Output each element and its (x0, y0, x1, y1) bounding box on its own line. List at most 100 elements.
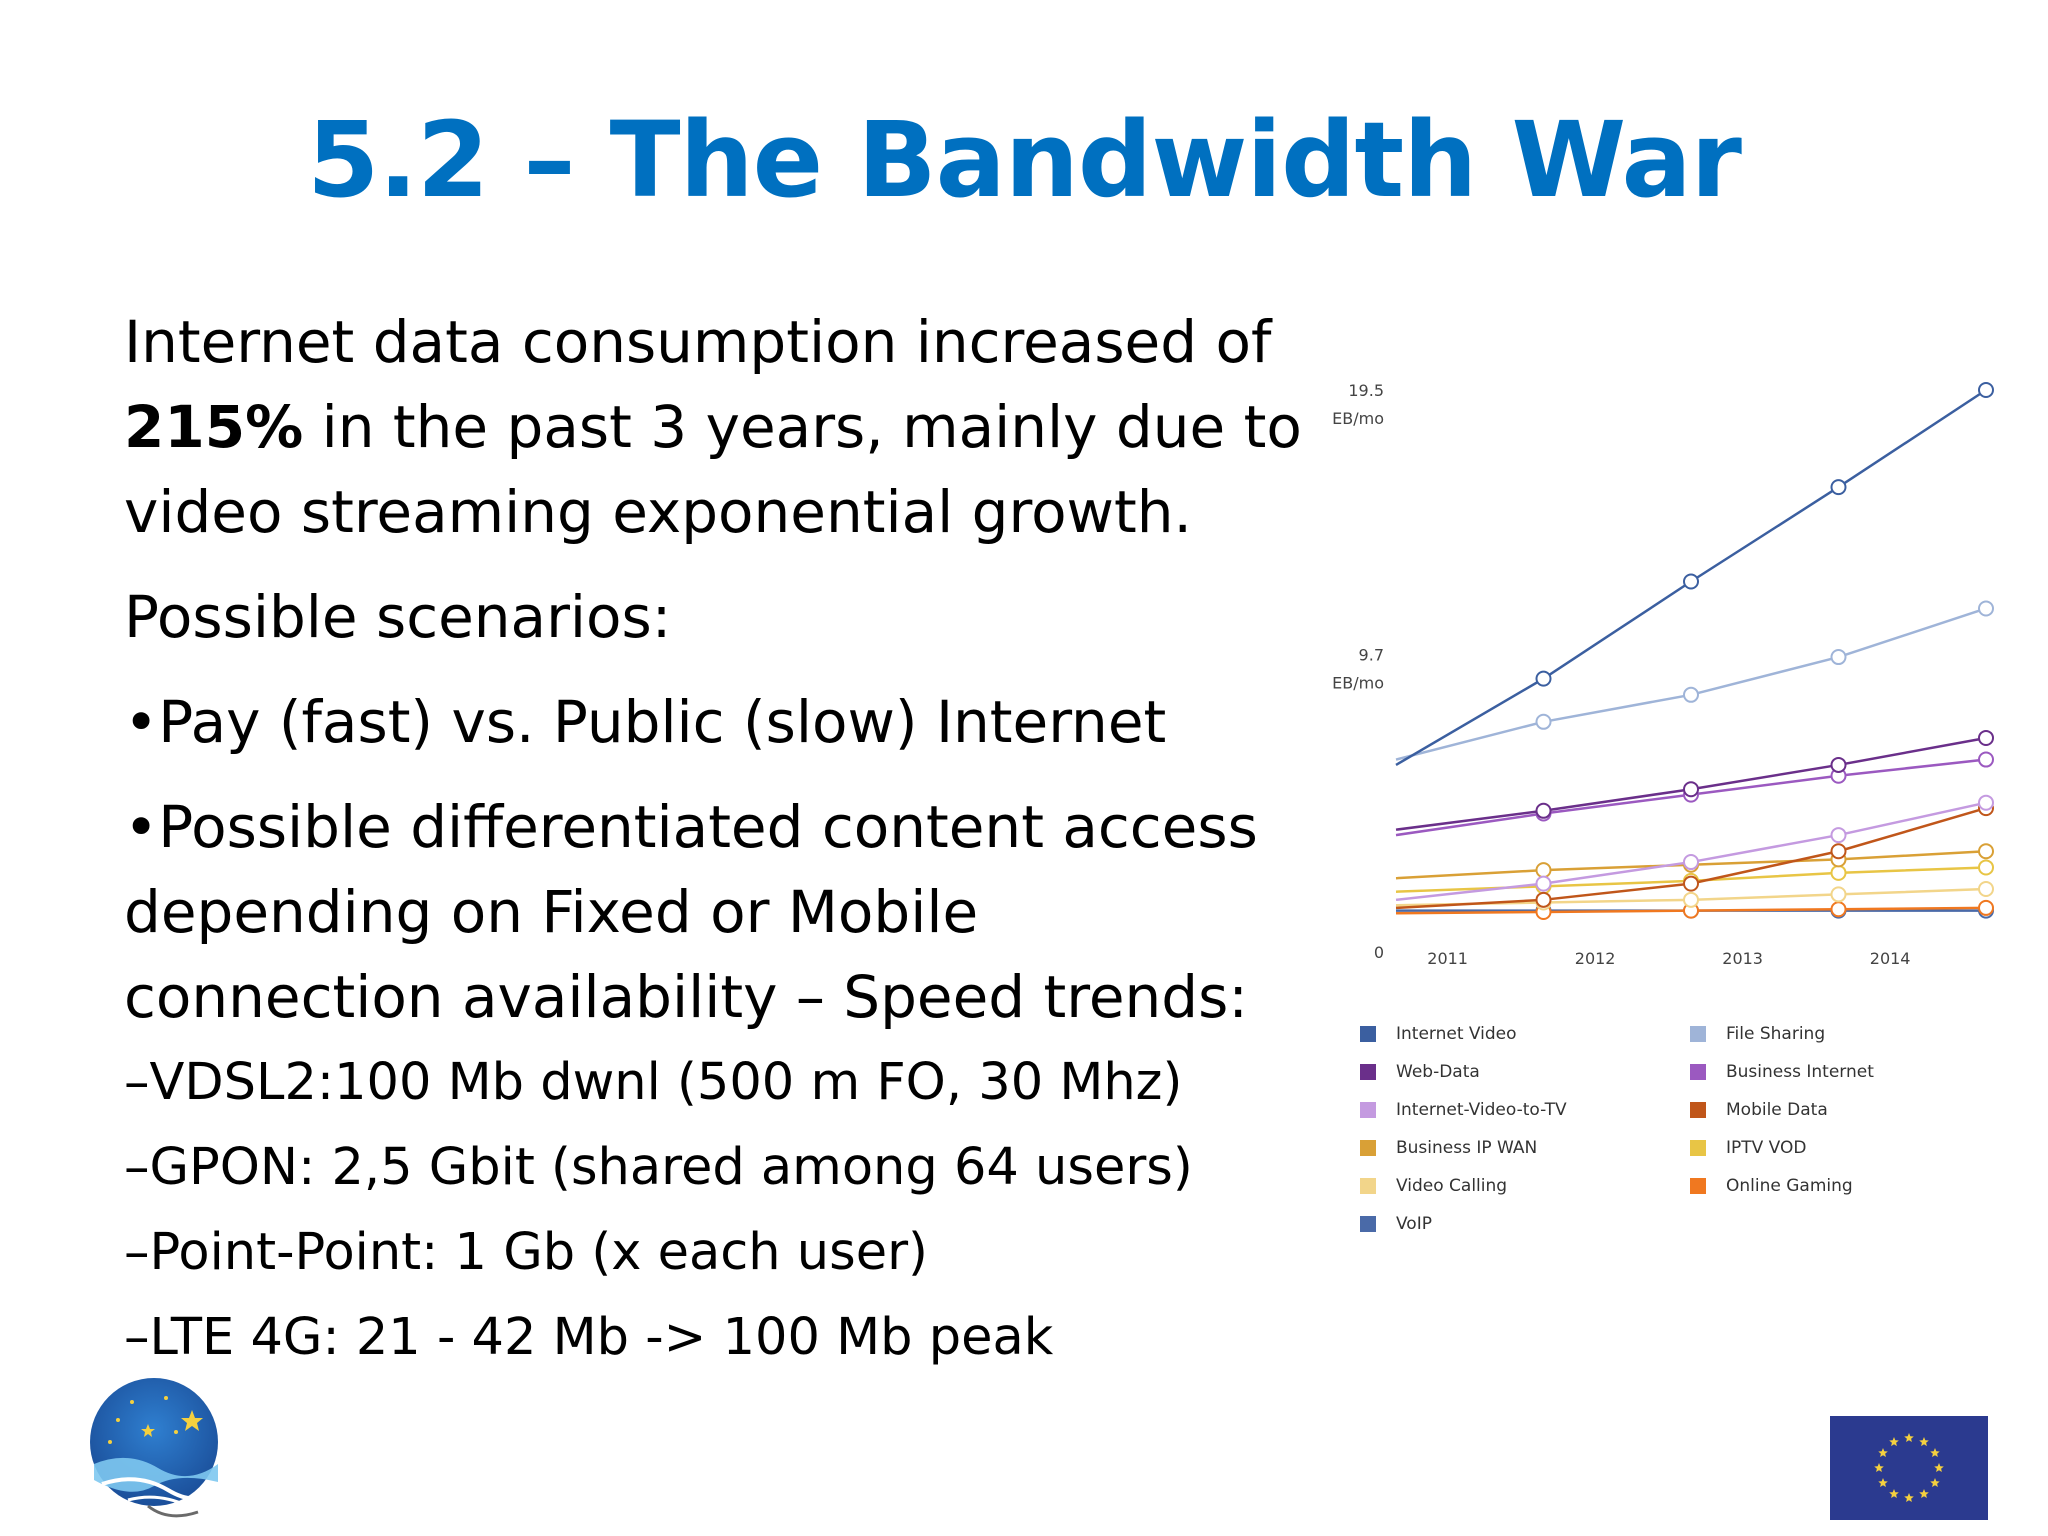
legend-swatch (1690, 1064, 1706, 1080)
y-tick-label-1: 9.7 (1359, 645, 1384, 664)
sub-item-gpon: –GPON: 2,5 Gbit (shared among 64 users) (124, 1138, 1193, 1197)
eu-star-icon (1889, 1437, 1899, 1447)
sub-item-lte: –LTE 4G: 21 - 42 Mb -> 100 Mb peak (124, 1308, 1054, 1367)
legend-item-internet-video-to-tv: Internet-Video-to-TV (1360, 1096, 1690, 1124)
legend-swatch (1360, 1178, 1376, 1194)
eu-star-icon (1878, 1478, 1888, 1487)
data-point (1683, 891, 1699, 908)
data-point (1830, 901, 1847, 918)
data-point (1535, 802, 1552, 819)
slide-body: Internet data consumption increased of 2… (124, 300, 1314, 1380)
series-internet-video (1395, 382, 1994, 767)
legend-swatch (1360, 1026, 1376, 1042)
data-point (1830, 479, 1847, 496)
data-point (1978, 794, 1994, 811)
legend-item-business-internet: Business Internet (1690, 1058, 2020, 1086)
paragraph-consumption-part2: in the past 3 years, mainly due to video… (124, 393, 1302, 546)
legend-label: Internet Video (1396, 1024, 1517, 1044)
data-point (1978, 751, 1994, 768)
fishing-ring-logo-icon (90, 1378, 218, 1518)
bullet-differentiated-access: •Possible differentiated content access … (124, 793, 1258, 1031)
data-point (1535, 891, 1552, 908)
data-point (1978, 859, 1994, 876)
eu-star-icon (1919, 1489, 1929, 1498)
traffic-chart-svg: 19.5 EB/mo 9.7 EB/mo 0 2011 2012 2013 2014 (1332, 381, 1994, 968)
data-point (1535, 875, 1552, 892)
legend-item-iptv-vod: IPTV VOD (1690, 1134, 2020, 1162)
legend-swatch (1690, 1026, 1706, 1042)
eu-star-icon (1934, 1463, 1944, 1472)
data-point (1683, 573, 1699, 590)
x-tick-label-2011: 2011 (1427, 949, 1468, 968)
legend-item-business-ip-wan: Business IP WAN (1360, 1134, 1690, 1162)
legend-item-voip: VoIP (1360, 1210, 1690, 1238)
chart-legend: Internet Video File Sharing Web-Data Busine… (1360, 1020, 2020, 1238)
data-point (1683, 686, 1699, 703)
legend-item-internet-video: Internet Video (1360, 1020, 1690, 1048)
data-point (1683, 854, 1699, 871)
x-tick-label-2012: 2012 (1575, 949, 1616, 968)
data-point (1683, 875, 1699, 892)
legend-empty (1690, 1210, 2020, 1238)
data-point (1978, 843, 1994, 860)
legend-item-mobile-data: Mobile Data (1690, 1096, 2020, 1124)
legend-swatch (1690, 1178, 1706, 1194)
legend-label: File Sharing (1726, 1024, 1826, 1044)
data-point (1830, 649, 1847, 666)
slide-title: 5.2 – The Bandwidth War (307, 99, 1742, 221)
data-point (1535, 670, 1552, 687)
data-point (1535, 713, 1552, 730)
legend-label: Business Internet (1726, 1062, 1874, 1082)
paragraph-consumption: Internet data consumption increased of 2… (124, 300, 1314, 555)
legend-item-online-gaming: Online Gaming (1690, 1172, 2020, 1200)
legend-label: Online Gaming (1726, 1176, 1853, 1196)
y-tick-label-0: 19.5 (1348, 381, 1384, 400)
series-internet-video-to-tv (1395, 794, 1994, 902)
series-web-data (1395, 729, 1994, 831)
sub-item-point-point: –Point-Point: 1 Gb (x each user) (124, 1223, 928, 1282)
data-point (1830, 864, 1847, 881)
sub-item-vdsl2: –VDSL2:100 Mb dwnl (500 m FO, 30 Mhz) (124, 1053, 1183, 1112)
eu-star-icon (1930, 1448, 1940, 1457)
bullet-pay-vs-public: •Pay (fast) vs. Public (slow) Internet (124, 688, 1167, 756)
legend-label: Mobile Data (1726, 1100, 1828, 1120)
traffic-chart: 19.5 EB/mo 9.7 EB/mo 0 2011 2012 2013 2014 Inte… (1300, 360, 2020, 1260)
data-point (1830, 827, 1847, 844)
legend-label: Video Calling (1396, 1176, 1508, 1196)
legend-swatch (1360, 1064, 1376, 1080)
x-axis-ticks: 2011 2012 2013 2014 (1427, 949, 1910, 968)
y-tick-unit-1: EB/mo (1332, 673, 1384, 692)
legend-swatch (1690, 1102, 1706, 1118)
legend-item-web-data: Web-Data (1360, 1058, 1690, 1086)
legend-swatch (1360, 1140, 1376, 1156)
legend-label: Web-Data (1396, 1062, 1480, 1082)
legend-label: Internet-Video-to-TV (1396, 1100, 1567, 1120)
eu-star-icon (1874, 1463, 1884, 1472)
eu-star-icon (1904, 1493, 1914, 1502)
data-point (1830, 886, 1847, 903)
data-point (1978, 600, 1994, 617)
x-tick-label-2014: 2014 (1870, 949, 1911, 968)
legend-label: IPTV VOD (1726, 1138, 1807, 1158)
paragraph-consumption-part1: Internet data consumption increased of (124, 308, 1272, 376)
y-tick-unit-0: EB/mo (1332, 409, 1384, 428)
eu-star-icon (1878, 1448, 1888, 1457)
y-tick-label-2: 0 (1374, 943, 1384, 962)
series-line (1395, 607, 1987, 761)
legend-label: Business IP WAN (1396, 1138, 1538, 1158)
x-tick-label-2013: 2013 (1722, 949, 1763, 968)
data-point (1830, 756, 1847, 773)
eu-star-icon (1904, 1433, 1914, 1442)
eu-flag-icon (1830, 1416, 1988, 1520)
paragraph-consumption-percent: 215% (124, 393, 304, 461)
legend-swatch (1690, 1140, 1706, 1156)
y-axis-ticks: 19.5 EB/mo 9.7 EB/mo 0 (1332, 381, 1384, 962)
eu-star-icon (1930, 1478, 1940, 1487)
data-point (1830, 843, 1847, 860)
legend-item-video-calling: Video Calling (1360, 1172, 1690, 1200)
paragraph-scenarios: Possible scenarios: (124, 583, 672, 651)
data-point (1978, 881, 1994, 898)
data-point (1683, 781, 1699, 798)
chart-series (1395, 382, 1994, 920)
legend-label: VoIP (1396, 1214, 1432, 1234)
